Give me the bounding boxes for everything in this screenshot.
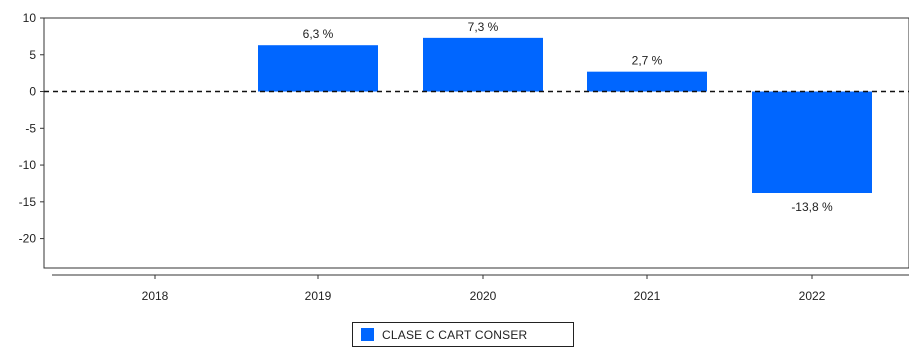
chart-axes: 10 5 0 -5 -10 -15 -20 2018 2019 2020 2021 2022 (19, 11, 909, 303)
data-label-2022: -13,8 % (791, 200, 833, 214)
y-tick-label: -5 (25, 121, 36, 135)
y-tick-label: 0 (29, 85, 36, 99)
bar-2019 (258, 45, 378, 92)
y-tick-label: 10 (23, 11, 37, 25)
chart-legend: CLASE C CART CONSER (352, 322, 574, 347)
bar-2021 (587, 71, 707, 92)
x-tick-label: 2019 (305, 289, 332, 303)
legend-label: CLASE C CART CONSER (382, 327, 528, 342)
y-tick-label: -20 (19, 232, 37, 246)
x-tick-label: 2022 (799, 289, 826, 303)
bar-2022 (752, 91, 872, 193)
y-tick-label: -15 (19, 195, 37, 209)
data-label-2021: 2,7 % (632, 54, 663, 68)
y-tick-label: 5 (29, 48, 36, 62)
chart-labels: 6,3 % 7,3 % 2,7 % -13,8 % (44, 20, 909, 214)
x-tick-label: 2021 (634, 289, 661, 303)
data-label-2019: 6,3 % (303, 27, 334, 41)
x-tick-label: 2018 (142, 289, 169, 303)
data-label-2020: 7,3 % (468, 20, 499, 34)
plot-frame (43, 17, 909, 269)
bar-2020 (423, 37, 543, 92)
y-tick-label: -10 (19, 158, 37, 172)
x-tick-label: 2020 (470, 289, 497, 303)
legend-swatch (361, 328, 374, 341)
chart-bars (258, 37, 872, 193)
